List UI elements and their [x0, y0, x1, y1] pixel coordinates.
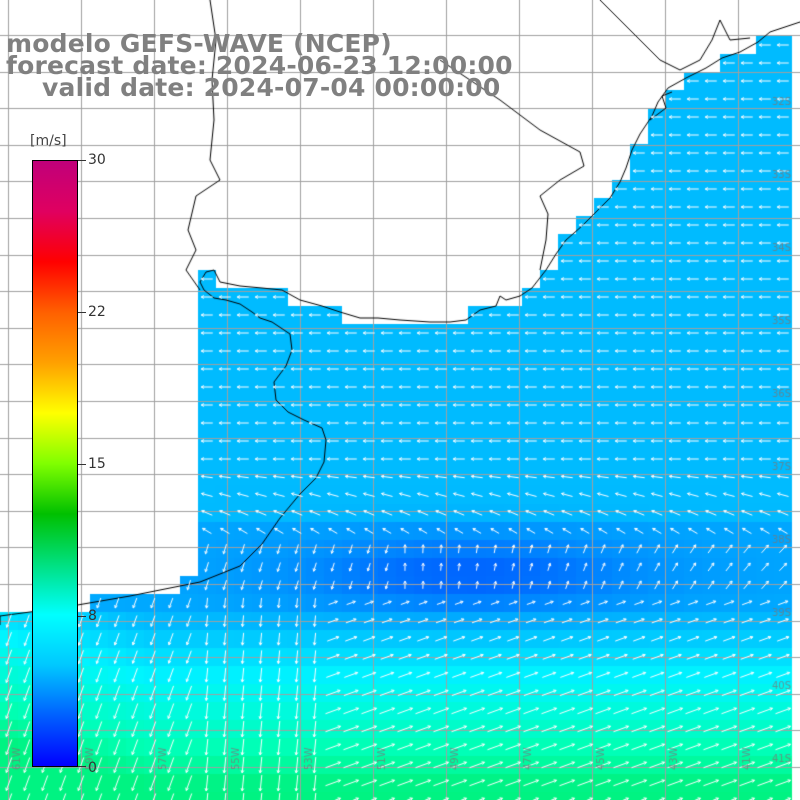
colorbar-tick-label: 22	[88, 304, 106, 320]
forecast-date: forecast date: 2024-06-23 12:00:00	[6, 51, 513, 80]
colorbar-tick-mark	[78, 464, 86, 465]
colorbar-tick-mark	[78, 160, 86, 161]
colorbar-tick-label: 8	[88, 608, 97, 624]
colorbar-units: [m/s]	[30, 133, 67, 149]
colorbar-tick-mark	[78, 766, 86, 767]
colorbar	[32, 160, 78, 767]
valid-date: valid date: 2024-07-04 00:00:00	[42, 73, 501, 102]
colorbar-tick-mark	[78, 616, 86, 617]
colorbar-tick-mark	[78, 312, 86, 313]
colorbar-tick-label: 15	[88, 456, 106, 472]
colorbar-tick-label: 30	[88, 152, 106, 168]
colorbar-tick-label: 0	[88, 760, 97, 776]
model-title: modelo GEFS-WAVE (NCEP)	[6, 29, 392, 58]
